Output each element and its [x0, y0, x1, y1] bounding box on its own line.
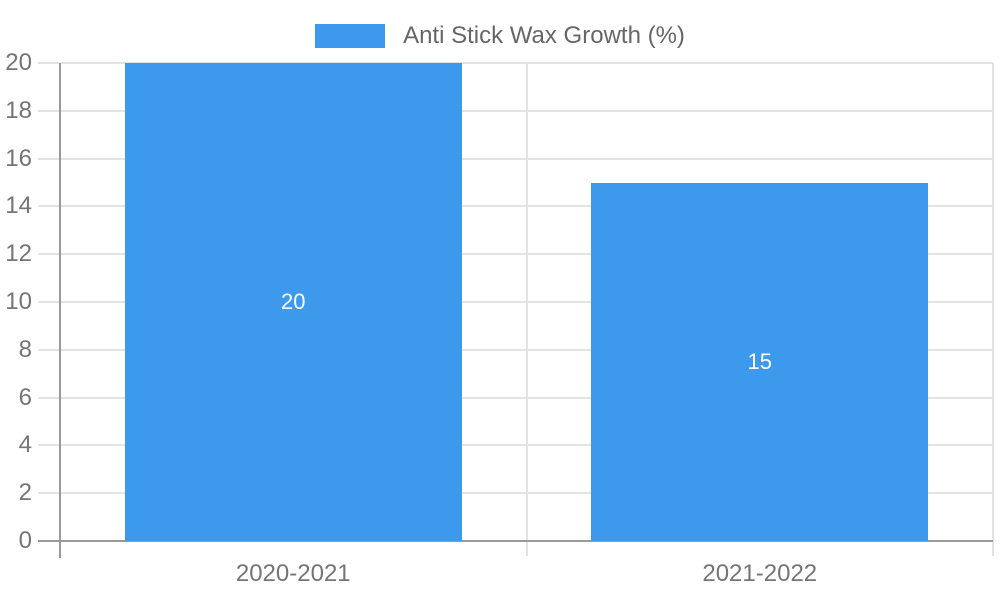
y-gridline: [38, 62, 993, 64]
legend-swatch[interactable]: [315, 24, 386, 48]
y-gridline: [38, 348, 993, 351]
y-gridline: [38, 253, 993, 256]
legend-label[interactable]: Anti Stick Wax Growth (%): [403, 22, 685, 49]
chart-legend[interactable]: Anti Stick Wax Growth (%): [0, 22, 1000, 50]
y-axis-tick-label: 8: [18, 335, 32, 363]
x-boundary-gridline: [992, 63, 994, 556]
y-axis-tick-label: 20: [5, 49, 32, 76]
x-axis-category-label: 2020-2021: [235, 560, 351, 587]
y-axis-tick-label: 16: [5, 144, 32, 172]
x-axis-category-label: 2021-2022: [702, 560, 818, 587]
y-axis-tick-label: 14: [5, 192, 32, 220]
y-axis-line: [59, 63, 61, 558]
y-axis-tick-label: 12: [5, 240, 32, 268]
y-axis-tick-label: 18: [5, 96, 32, 124]
y-axis-tick-label: 4: [18, 431, 32, 459]
y-gridline: [38, 396, 993, 399]
x-boundary-gridline: [525, 63, 528, 556]
y-axis-tick-label: 10: [5, 288, 32, 315]
bar-value-label: 20: [281, 289, 306, 314]
y-gridline: [38, 444, 993, 447]
y-axis-tick-label: 6: [18, 383, 32, 411]
y-axis-tick-label: 0: [18, 527, 32, 554]
y-axis-tick-label: 2: [18, 479, 32, 507]
y-gridline: [38, 492, 993, 495]
y-gridline: [38, 205, 993, 208]
x-axis-line: [38, 540, 993, 542]
y-gridline: [38, 301, 993, 303]
y-gridline: [38, 157, 993, 160]
y-gridline: [38, 109, 993, 112]
bar-value-label: 15: [747, 348, 772, 374]
bar-2020-2021[interactable]: 20: [124, 63, 462, 541]
bar-2021-2022[interactable]: 15: [591, 182, 929, 541]
